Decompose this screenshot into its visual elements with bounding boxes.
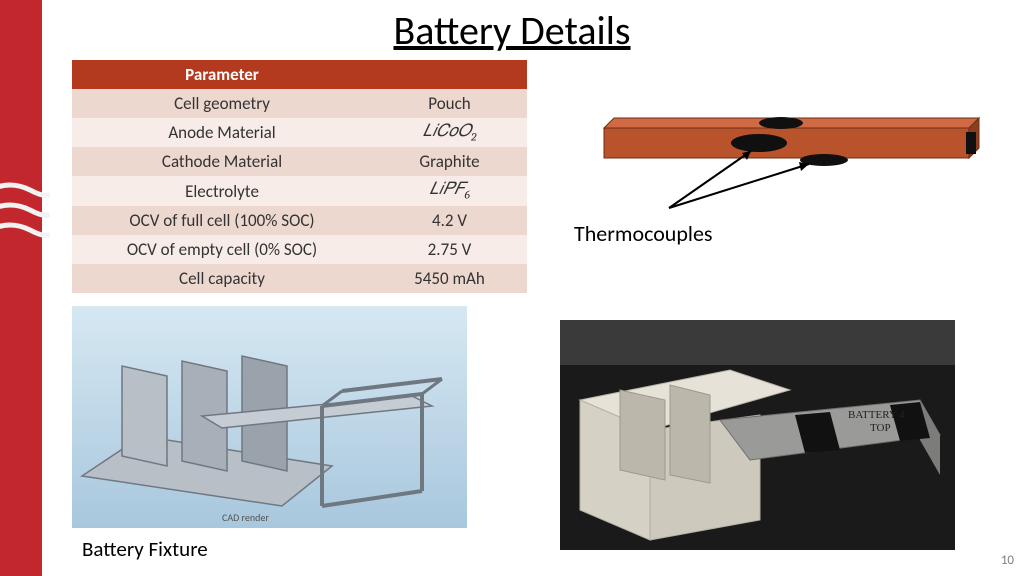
page-number: 10 <box>1001 553 1014 568</box>
param-name: Electrolyte <box>72 176 372 205</box>
sensor-front <box>731 134 787 152</box>
table-row: Anode Material 𝐿𝑖𝐶𝑜𝑂2 <box>72 118 527 147</box>
thermocouple-label: Thermocouples <box>574 220 713 247</box>
battery-fixture-cad: CAD render <box>72 306 467 528</box>
table-row: Cell geometry Pouch <box>72 89 527 118</box>
param-value: 4.2 V <box>372 206 527 235</box>
sensor-end <box>966 132 976 154</box>
param-name: Anode Material <box>72 118 372 147</box>
photo-handwritten-label2: TOP <box>870 422 891 434</box>
table-row: Cell capacity 5450 mAh <box>72 264 527 293</box>
table-header-param: Parameter <box>72 60 372 89</box>
table-row: Cathode Material Graphite <box>72 147 527 176</box>
table-row: OCV of full cell (100% SOC) 4.2 V <box>72 206 527 235</box>
param-name: Cathode Material <box>72 147 372 176</box>
param-value: 5450 mAh <box>372 264 527 293</box>
sensor-top <box>759 117 803 129</box>
param-value: 2.75 V <box>372 235 527 264</box>
param-value: 𝐿𝑖𝐶𝑜𝑂2 <box>372 118 527 147</box>
table-row: OCV of empty cell (0% SOC) 2.75 V <box>72 235 527 264</box>
svg-text:CAD render: CAD render <box>222 511 269 524</box>
param-name: Cell capacity <box>72 264 372 293</box>
parameters-table: Parameter Cell geometry Pouch Anode Mate… <box>72 60 527 293</box>
battery-fixture-label: Battery Fixture <box>82 536 208 562</box>
wave-icon <box>0 180 50 260</box>
param-name: OCV of empty cell (0% SOC) <box>72 235 372 264</box>
param-name: OCV of full cell (100% SOC) <box>72 206 372 235</box>
param-value: Graphite <box>372 147 527 176</box>
table-header-value <box>372 60 527 89</box>
slide-title: Battery Details <box>0 6 1024 55</box>
table-header-row: Parameter <box>72 60 527 89</box>
side-stripe <box>0 0 42 576</box>
param-value: 𝐿𝑖𝑃𝐹6 <box>372 176 527 205</box>
photo-handwritten-label: BATTERY 4 <box>848 409 905 421</box>
param-name: Cell geometry <box>72 89 372 118</box>
table-row: Electrolyte 𝐿𝑖𝑃𝐹6 <box>72 176 527 205</box>
param-value: Pouch <box>372 89 527 118</box>
battery-fixture-photo: BATTERY 4 TOP <box>560 320 955 550</box>
